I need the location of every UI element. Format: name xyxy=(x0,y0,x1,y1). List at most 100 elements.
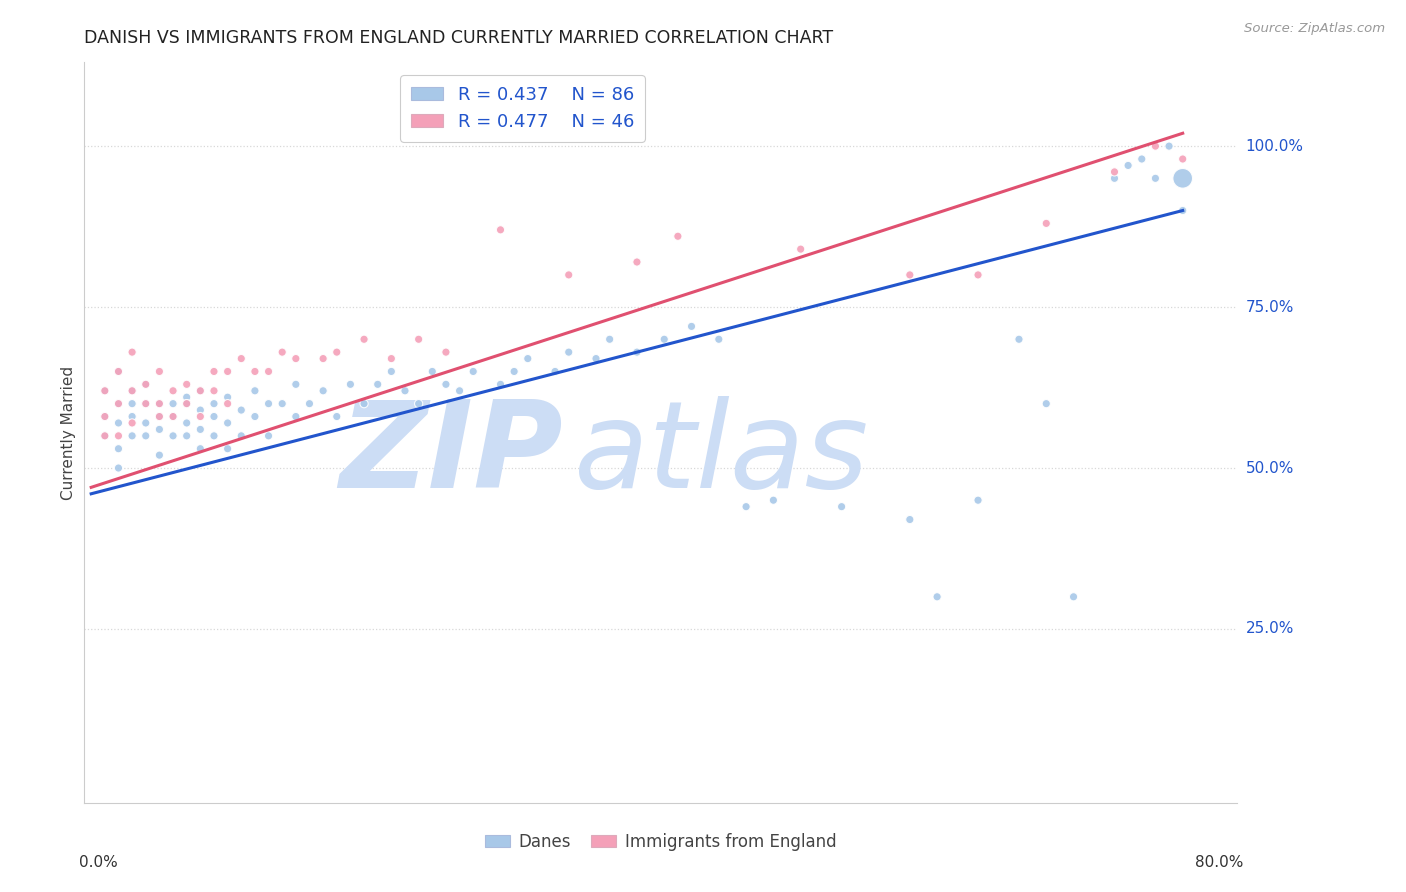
Point xyxy=(284,351,307,366)
Point xyxy=(135,429,157,443)
Point xyxy=(394,384,416,398)
Point xyxy=(135,377,157,392)
Point xyxy=(107,416,129,430)
Point xyxy=(217,364,239,378)
Point xyxy=(463,364,485,378)
Point xyxy=(298,397,321,411)
Point xyxy=(135,397,157,411)
Point xyxy=(107,364,129,378)
Point xyxy=(257,397,280,411)
Point xyxy=(176,397,198,411)
Point xyxy=(94,429,117,443)
Legend: Danes, Immigrants from England: Danes, Immigrants from England xyxy=(479,826,842,857)
Text: ZIP: ZIP xyxy=(339,396,562,513)
Point xyxy=(367,377,389,392)
Point xyxy=(202,409,225,424)
Point xyxy=(148,397,170,411)
Point xyxy=(707,332,730,346)
Point xyxy=(967,268,990,282)
Point xyxy=(162,409,184,424)
Point xyxy=(789,242,811,256)
Point xyxy=(1008,332,1031,346)
Point xyxy=(762,493,785,508)
Point xyxy=(434,345,457,359)
Point xyxy=(626,345,648,359)
Point xyxy=(148,409,170,424)
Point xyxy=(489,223,512,237)
Point xyxy=(188,442,211,456)
Point xyxy=(243,409,266,424)
Point xyxy=(326,409,349,424)
Point xyxy=(135,377,157,392)
Point xyxy=(148,448,170,462)
Point xyxy=(94,384,117,398)
Point xyxy=(681,319,703,334)
Point xyxy=(94,409,117,424)
Point xyxy=(162,384,184,398)
Point xyxy=(1144,139,1167,153)
Text: 50.0%: 50.0% xyxy=(1246,460,1294,475)
Point xyxy=(271,345,294,359)
Point xyxy=(1144,171,1167,186)
Point xyxy=(557,268,579,282)
Point xyxy=(107,397,129,411)
Point xyxy=(243,364,266,378)
Point xyxy=(408,332,430,346)
Point xyxy=(188,422,211,436)
Point xyxy=(121,384,143,398)
Point xyxy=(148,364,170,378)
Text: Source: ZipAtlas.com: Source: ZipAtlas.com xyxy=(1244,22,1385,36)
Point xyxy=(162,397,184,411)
Point xyxy=(148,409,170,424)
Point xyxy=(176,377,198,392)
Point xyxy=(148,397,170,411)
Point xyxy=(1104,165,1126,179)
Point xyxy=(1116,158,1139,172)
Point xyxy=(408,397,430,411)
Point xyxy=(353,332,375,346)
Point xyxy=(271,397,294,411)
Point xyxy=(599,332,621,346)
Point xyxy=(121,429,143,443)
Point xyxy=(217,390,239,404)
Point xyxy=(284,377,307,392)
Point xyxy=(284,409,307,424)
Point xyxy=(162,429,184,443)
Point xyxy=(176,397,198,411)
Point xyxy=(652,332,675,346)
Point xyxy=(202,364,225,378)
Point xyxy=(326,345,349,359)
Point xyxy=(927,590,949,604)
Point xyxy=(898,268,921,282)
Text: 75.0%: 75.0% xyxy=(1246,300,1294,315)
Point xyxy=(380,351,402,366)
Point xyxy=(94,384,117,398)
Point xyxy=(121,384,143,398)
Point xyxy=(380,364,402,378)
Y-axis label: Currently Married: Currently Married xyxy=(60,366,76,500)
Point xyxy=(94,409,117,424)
Point xyxy=(1035,397,1057,411)
Point xyxy=(353,397,375,411)
Point xyxy=(188,384,211,398)
Point xyxy=(107,461,129,475)
Point xyxy=(257,429,280,443)
Point xyxy=(503,364,526,378)
Point xyxy=(1130,152,1153,166)
Point xyxy=(107,397,129,411)
Point xyxy=(449,384,471,398)
Text: 80.0%: 80.0% xyxy=(1195,855,1243,870)
Point xyxy=(94,429,117,443)
Point xyxy=(135,416,157,430)
Point xyxy=(176,416,198,430)
Point xyxy=(1104,171,1126,186)
Text: 100.0%: 100.0% xyxy=(1246,138,1303,153)
Point xyxy=(107,429,129,443)
Point xyxy=(202,397,225,411)
Point xyxy=(1035,216,1057,230)
Point xyxy=(202,384,225,398)
Point xyxy=(188,403,211,417)
Point xyxy=(339,377,361,392)
Text: atlas: atlas xyxy=(575,396,870,513)
Point xyxy=(162,409,184,424)
